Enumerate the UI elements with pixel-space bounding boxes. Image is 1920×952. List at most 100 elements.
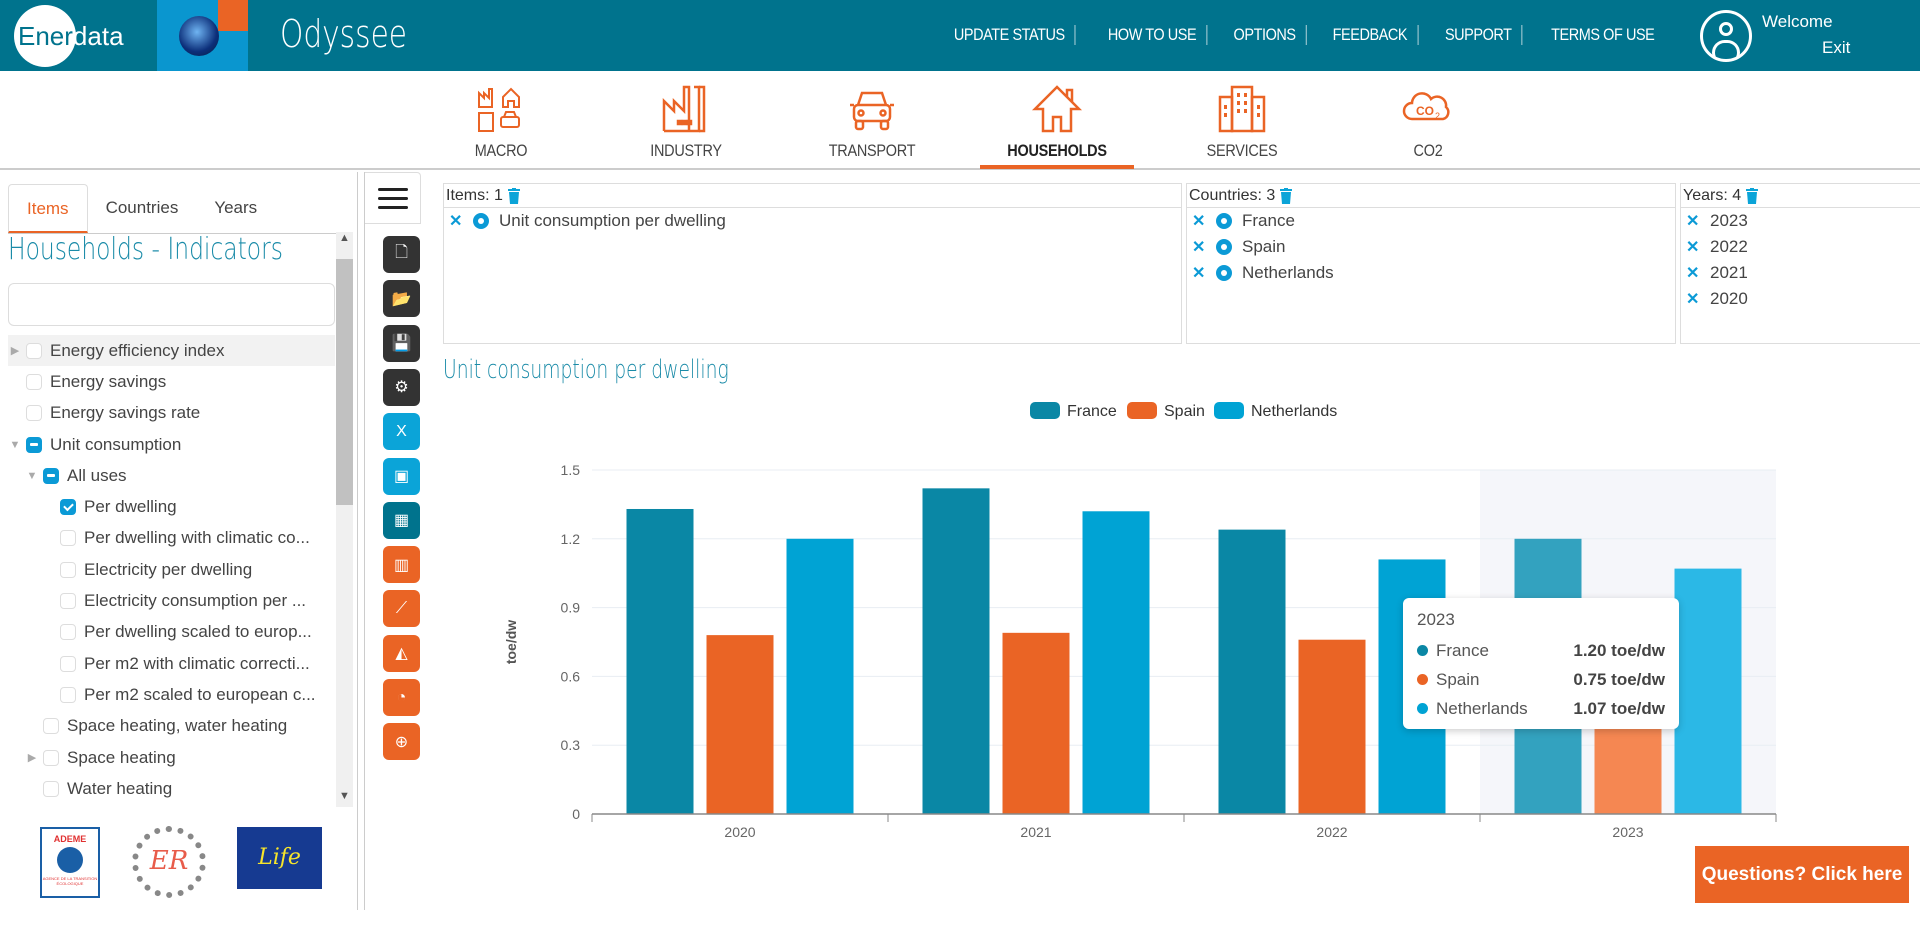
- tree-item[interactable]: Energy savings: [8, 366, 335, 397]
- remove-icon[interactable]: ✕: [449, 213, 463, 230]
- scroll-down-icon[interactable]: ▼: [339, 790, 350, 802]
- tooltip-value: 1.20 toe/dw: [1573, 640, 1665, 660]
- sector-tab-transport[interactable]: TRANSPORT: [797, 83, 947, 161]
- nav-support[interactable]: SUPPORT: [1435, 25, 1523, 45]
- checkbox[interactable]: [60, 530, 76, 547]
- checkbox[interactable]: [43, 718, 59, 735]
- nav-options[interactable]: OPTIONS: [1224, 25, 1308, 45]
- checkbox[interactable]: [60, 686, 76, 703]
- tree-item-label: Per dwelling with climatic co...: [84, 528, 310, 548]
- checkbox[interactable]: [26, 405, 42, 422]
- tooltip-name: France: [1436, 640, 1489, 660]
- checkbox[interactable]: [26, 342, 42, 359]
- eye-icon[interactable]: [473, 213, 489, 229]
- sector-tab-macro[interactable]: MACRO: [426, 83, 576, 161]
- caret-down-icon[interactable]: ▼: [26, 469, 38, 482]
- tree-item[interactable]: ▼ Unit consumption: [8, 429, 335, 460]
- chart-tooltip: 2023 France 1.20 toe/dw Spain 0.75 toe/dw …: [1403, 598, 1679, 729]
- tree-item[interactable]: ▼ All uses: [8, 460, 335, 491]
- table-view-icon[interactable]: ▦: [383, 501, 420, 539]
- tree-item[interactable]: Electricity per dwelling: [8, 554, 335, 585]
- tree-item[interactable]: Per dwelling scaled to europ...: [8, 617, 335, 648]
- caret-down-icon[interactable]: ▼: [9, 438, 21, 451]
- checkbox[interactable]: [60, 655, 76, 672]
- checkbox[interactable]: [60, 624, 76, 641]
- image-export-icon[interactable]: ▣: [383, 457, 420, 495]
- left-panel: Items Countries Years Households - Indic…: [0, 172, 358, 910]
- eye-icon[interactable]: [1216, 265, 1232, 281]
- eye-icon[interactable]: [1216, 213, 1232, 229]
- remove-icon[interactable]: ✕: [1686, 265, 1700, 282]
- checkbox[interactable]: [60, 499, 76, 516]
- sector-label: INDUSTRY: [650, 141, 722, 160]
- scroll-up-icon[interactable]: ▲: [339, 232, 350, 244]
- car-icon: [850, 91, 894, 131]
- remove-icon[interactable]: ✕: [1192, 265, 1206, 282]
- checkbox[interactable]: [43, 749, 59, 766]
- sector-tab-industry[interactable]: INDUSTRY: [611, 83, 761, 161]
- nav-how-to-use[interactable]: HOW TO USE: [1097, 25, 1207, 45]
- tab-items[interactable]: Items: [8, 184, 88, 233]
- tree-item[interactable]: Energy savings rate: [8, 398, 335, 429]
- trash-icon[interactable]: [1746, 187, 1759, 204]
- tab-years[interactable]: Years: [214, 198, 258, 217]
- save-icon[interactable]: 💾: [383, 324, 420, 362]
- questions-help-button[interactable]: Questions? Click here: [1695, 846, 1909, 903]
- tree-item[interactable]: ▶ Energy efficiency index: [8, 335, 335, 367]
- checkbox[interactable]: [60, 561, 76, 578]
- legend-swatch-france: [1030, 402, 1060, 419]
- tooltip-name: Netherlands: [1436, 698, 1528, 718]
- tree-item-label: Energy efficiency index: [50, 340, 225, 360]
- globe-map-icon[interactable]: ⊕: [383, 723, 420, 761]
- remove-icon[interactable]: ✕: [1192, 239, 1206, 256]
- tree-item[interactable]: Per m2 scaled to european c...: [8, 679, 335, 710]
- remove-icon[interactable]: ✕: [1192, 213, 1206, 230]
- excel-export-icon[interactable]: X: [383, 413, 420, 451]
- tree-item[interactable]: Electricity consumption per ...: [8, 585, 335, 616]
- checkbox[interactable]: [60, 593, 76, 610]
- eye-icon[interactable]: [1216, 239, 1232, 255]
- line-chart-icon[interactable]: ⟋: [383, 590, 420, 628]
- caret-right-icon[interactable]: ▶: [27, 752, 37, 764]
- trash-icon[interactable]: [507, 187, 520, 204]
- caret-right-icon[interactable]: ▶: [10, 345, 20, 358]
- hamburger-menu-icon[interactable]: [365, 172, 421, 224]
- app-title: Odyssee: [280, 12, 408, 56]
- tree-item[interactable]: Per m2 with climatic correcti...: [8, 648, 335, 679]
- tab-countries[interactable]: Countries: [105, 198, 179, 217]
- macro-icon: [478, 87, 520, 132]
- open-folder-icon[interactable]: 📂: [383, 280, 420, 318]
- pie-chart-icon[interactable]: ◔: [383, 679, 420, 716]
- sector-tab-households[interactable]: HOUSEHOLDS: [980, 83, 1134, 169]
- tree-item[interactable]: Per dwelling with climatic co...: [8, 523, 335, 554]
- user-avatar-icon[interactable]: [1700, 10, 1752, 62]
- enerdata-logo[interactable]: Enerdata: [14, 5, 124, 67]
- nav-update-status[interactable]: UPDATE STATUS: [944, 25, 1076, 45]
- sector-tab-services[interactable]: SERVICES: [1167, 83, 1317, 161]
- remove-icon[interactable]: ✕: [1686, 239, 1700, 256]
- scroll-thumb[interactable]: [336, 259, 353, 505]
- area-chart-icon[interactable]: ◭: [383, 634, 420, 672]
- sector-tab-co2[interactable]: CO 2 CO2: [1353, 83, 1503, 161]
- gear-icon[interactable]: ⚙: [383, 368, 420, 406]
- tree-item[interactable]: ▶ Space heating: [8, 742, 335, 773]
- tree-item[interactable]: Water heating: [8, 773, 335, 804]
- selection-label: 2023: [1710, 211, 1748, 230]
- checkbox[interactable]: [43, 467, 59, 484]
- tree-scrollbar[interactable]: ▲ ▼: [336, 232, 353, 807]
- nav-feedback[interactable]: FEEDBACK: [1323, 25, 1419, 45]
- checkbox[interactable]: [26, 373, 42, 390]
- new-file-icon[interactable]: 🗋: [383, 236, 420, 273]
- remove-icon[interactable]: ✕: [1686, 213, 1700, 230]
- indicator-search-input[interactable]: [8, 283, 335, 326]
- remove-icon[interactable]: ✕: [1686, 291, 1700, 308]
- checkbox[interactable]: [43, 780, 59, 797]
- bar-chart-icon[interactable]: ▥: [383, 546, 420, 584]
- exit-link[interactable]: Exit: [1822, 38, 1851, 57]
- checkbox[interactable]: [26, 436, 42, 453]
- trash-icon[interactable]: [1280, 187, 1293, 204]
- tree-item[interactable]: Per dwelling: [8, 491, 335, 522]
- nav-terms-of-use[interactable]: TERMS OF USE: [1551, 25, 1656, 44]
- selection-label: Unit consumption per dwelling: [499, 211, 726, 230]
- tree-item[interactable]: Space heating, water heating: [8, 711, 335, 742]
